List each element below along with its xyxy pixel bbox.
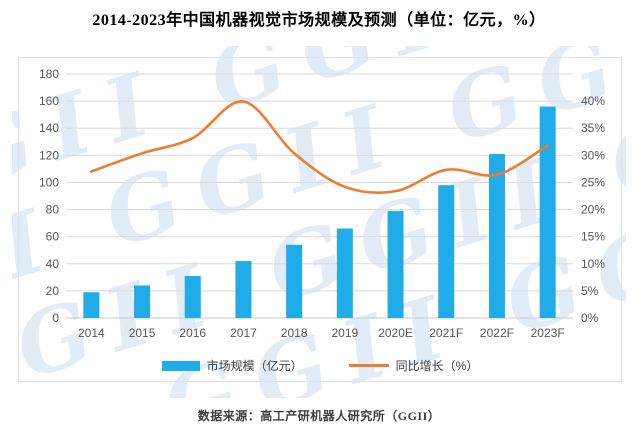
combo-chart: 0 0% 20 5% 40 10% 60 15% 80 20% 100 25% 120 30% 140 35%… — [39, 67, 605, 340]
right-axis-tick-label: 40% — [581, 94, 605, 108]
x-axis-label: 2019 — [331, 326, 358, 340]
x-axis-label: 2023F — [531, 326, 565, 340]
x-axis-label: 2015 — [129, 326, 156, 340]
x-axis-label: 2016 — [179, 326, 206, 340]
right-axis-tick-label: 25% — [581, 175, 605, 189]
bar-2023F — [539, 106, 556, 319]
left-axis-tick-label: 140 — [39, 121, 59, 135]
bar-2015 — [134, 285, 151, 318]
x-axis-label: 2017 — [230, 326, 257, 340]
left-axis-tick-label: 120 — [39, 148, 59, 162]
left-axis-tick-label: 180 — [39, 67, 59, 81]
left-axis-tick-label: 0 — [52, 311, 59, 325]
right-axis-tick-label: 35% — [581, 121, 605, 135]
legend-line-label: 同比增长（%） — [395, 359, 479, 373]
x-axis-label: 2014 — [78, 326, 105, 340]
bar-2017 — [235, 261, 252, 318]
bar-2020E — [387, 210, 404, 318]
right-axis-tick-label: 5% — [581, 284, 599, 298]
right-axis-tick-label: 15% — [581, 230, 605, 244]
x-axis-label: 2022F — [480, 326, 514, 340]
right-axis-tick-label: 20% — [581, 203, 605, 217]
legend-item-market-size: 市场规模（亿元） — [161, 357, 303, 374]
bar-2022F — [488, 153, 505, 318]
legend-item-growth: 同比增长（%） — [348, 357, 479, 374]
bar-2016 — [184, 275, 201, 318]
left-axis-tick-label: 60 — [46, 230, 60, 244]
right-axis-tick-label: 10% — [581, 257, 605, 271]
legend-bar-swatch — [161, 360, 200, 371]
chart-panel: 0 0% 20 5% 40 10% 60 15% 80 20% 100 25% 120 30% 140 35%… — [18, 57, 622, 382]
right-axis-tick-label: 0% — [581, 311, 599, 325]
legend: 市场规模（亿元） 同比增长（%） — [19, 357, 621, 374]
bar-2021F — [438, 185, 455, 318]
left-axis-tick-label: 20 — [46, 284, 60, 298]
x-axis-label: 2020E — [378, 326, 413, 340]
x-axis-label: 2018 — [281, 326, 308, 340]
data-source: 数据来源：高工产研机器人研究所（GGII） — [197, 409, 441, 423]
chart-title: 2014-2023年中国机器视觉市场规模及预测（单位：亿元，%） — [92, 12, 546, 29]
bar-2019 — [336, 228, 353, 318]
bar-2018 — [286, 244, 303, 318]
x-axis-label: 2021F — [429, 326, 463, 340]
right-axis-tick-label: 30% — [581, 148, 605, 162]
legend-bar-label: 市场规模（亿元） — [206, 359, 303, 373]
growth-line — [90, 100, 549, 195]
bar-2014 — [83, 292, 100, 318]
left-axis-tick-label: 80 — [46, 203, 60, 217]
left-axis-tick-label: 160 — [39, 94, 59, 108]
legend-line-swatch — [348, 364, 389, 367]
left-axis-tick-label: 100 — [39, 175, 59, 189]
left-axis-tick-label: 40 — [46, 257, 60, 271]
